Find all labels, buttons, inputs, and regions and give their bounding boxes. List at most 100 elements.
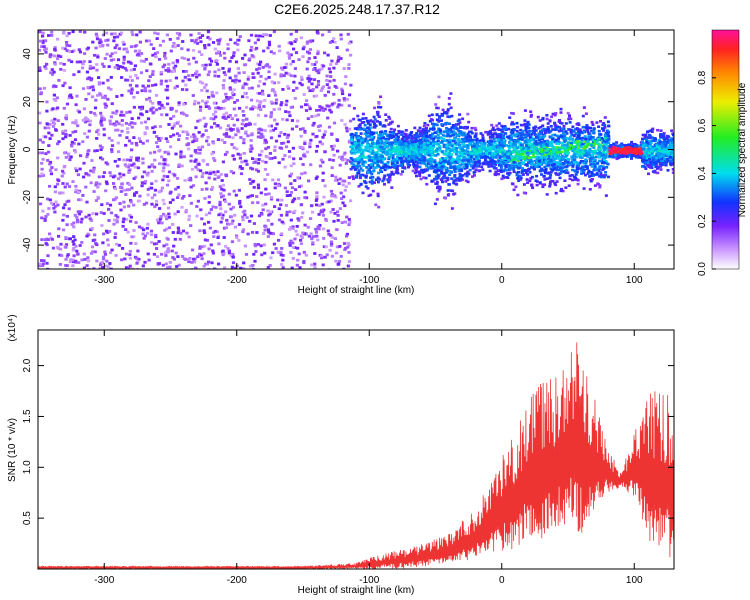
spectrogram-cell (224, 135, 228, 138)
spectrogram-cell (264, 77, 268, 81)
spectrogram-cell (347, 176, 351, 179)
spectrogram-cell (74, 103, 78, 107)
spectrogram-cell (325, 74, 329, 78)
spectrogram-cell (291, 89, 296, 92)
spectrogram-cell (321, 160, 325, 164)
spectrogram-cell (224, 200, 228, 204)
spectrogram-cell (566, 149, 569, 152)
spectrogram-cell (133, 49, 138, 53)
spectrogram-cell (154, 141, 159, 144)
spectrogram-cell (492, 166, 496, 170)
spectrogram-cell (73, 150, 78, 154)
spectrogram-cell (164, 68, 168, 72)
spectrogram-cell (215, 91, 219, 95)
spectrogram-cell (605, 166, 609, 169)
spectrogram-cell (142, 228, 146, 232)
spectrogram-cell (409, 144, 412, 148)
spectrogram-cell (280, 66, 284, 70)
spectrogram-cell (497, 122, 501, 125)
spectrogram-cell (665, 136, 669, 139)
spectrogram-cell (88, 123, 92, 127)
spectrogram-cell (311, 123, 315, 127)
spectrogram-cell (80, 217, 84, 221)
spectrogram-cell (74, 244, 78, 248)
spectrogram-cell (494, 149, 498, 153)
spectrogram-cell (103, 57, 107, 60)
spectrogram-cell (128, 110, 132, 114)
spectrogram-cell (112, 185, 117, 189)
spectrogram-cell (58, 191, 62, 195)
spectrogram-cell (581, 136, 585, 140)
spectrogram-cell (103, 250, 107, 254)
spectrogram-cell (370, 182, 374, 185)
spectrogram-cell (446, 178, 450, 182)
spectrogram-cell (259, 100, 263, 104)
spectrogram-cell (179, 150, 183, 154)
spectrogram-cell (435, 166, 439, 170)
spectrogram-cell (557, 173, 561, 176)
spectrogram-cell (151, 73, 155, 76)
spectrogram-cell (150, 186, 154, 190)
spectrogram-cell (85, 117, 89, 121)
spectrogram-cell (195, 205, 199, 208)
spectrogram-cell (166, 140, 170, 143)
spectrogram-cell (153, 165, 157, 169)
spectrogram-cell (129, 199, 133, 202)
spectrogram-cell (508, 141, 512, 144)
spectrogram-cell (61, 122, 65, 126)
spectrogram-cell (116, 58, 121, 62)
spectrogram-cell (536, 149, 540, 153)
spectrogram-cell (230, 91, 235, 95)
spectrogram-cell (408, 133, 412, 137)
spectrogram-cell (315, 135, 319, 138)
spectrogram-cell (582, 106, 586, 109)
spectrogram-cell (206, 73, 210, 77)
spectrogram-cell (230, 116, 235, 120)
spectrogram-cell (88, 64, 92, 68)
spectrogram-cell (439, 137, 443, 140)
spectrogram-cell (106, 243, 110, 247)
spectrogram-cell (330, 254, 334, 258)
spectrogram-cell (333, 40, 337, 44)
spectrogram-cell (470, 131, 474, 135)
spectrogram-cell (113, 123, 117, 127)
spectrogram-cell (473, 157, 477, 161)
spectrogram-cell (62, 213, 66, 217)
spectrogram-cell (294, 188, 298, 191)
spectrogram-cell (234, 78, 238, 82)
spectrogram-cell (133, 165, 137, 169)
spectrogram-cell (71, 258, 75, 262)
spectrogram-cell (122, 188, 126, 192)
spectrogram-cell (86, 152, 90, 156)
spectrogram-cell (548, 182, 552, 186)
spectrogram-cell (128, 83, 132, 87)
spectrogram-cell (99, 111, 103, 115)
spectrogram-cell (210, 152, 214, 156)
spectrogram-cell (411, 141, 415, 144)
spectrogram-cell (347, 243, 351, 247)
spectrogram-cell (203, 244, 207, 248)
spectrogram-cell (243, 124, 248, 128)
spectrogram-cell (272, 242, 276, 246)
spectrogram-cell (277, 134, 281, 138)
spectrogram-cell (302, 250, 306, 254)
spectrogram-cell (524, 126, 528, 130)
spectrogram-cell (217, 68, 221, 72)
spectrogram-cell (375, 142, 379, 145)
spectrogram-cell (435, 113, 439, 116)
spectrogram-cell (295, 233, 299, 237)
spectrogram-cell (592, 127, 596, 131)
spectrogram-cell (126, 78, 130, 82)
spectrogram-cell (289, 164, 293, 168)
spectrogram-cell (322, 237, 326, 240)
spectrogram-cell (115, 43, 119, 47)
spectrogram-cell (40, 161, 44, 165)
spectrogram-cell (167, 170, 172, 174)
spectrogram-cell (209, 117, 213, 120)
spectrogram-cell (361, 138, 365, 141)
spectrogram-cell (287, 150, 292, 153)
spectrogram-cell (181, 79, 185, 83)
spectrogram-cell (291, 200, 295, 204)
spectrogram-cell (204, 101, 208, 105)
spectrogram-cell (267, 192, 271, 196)
